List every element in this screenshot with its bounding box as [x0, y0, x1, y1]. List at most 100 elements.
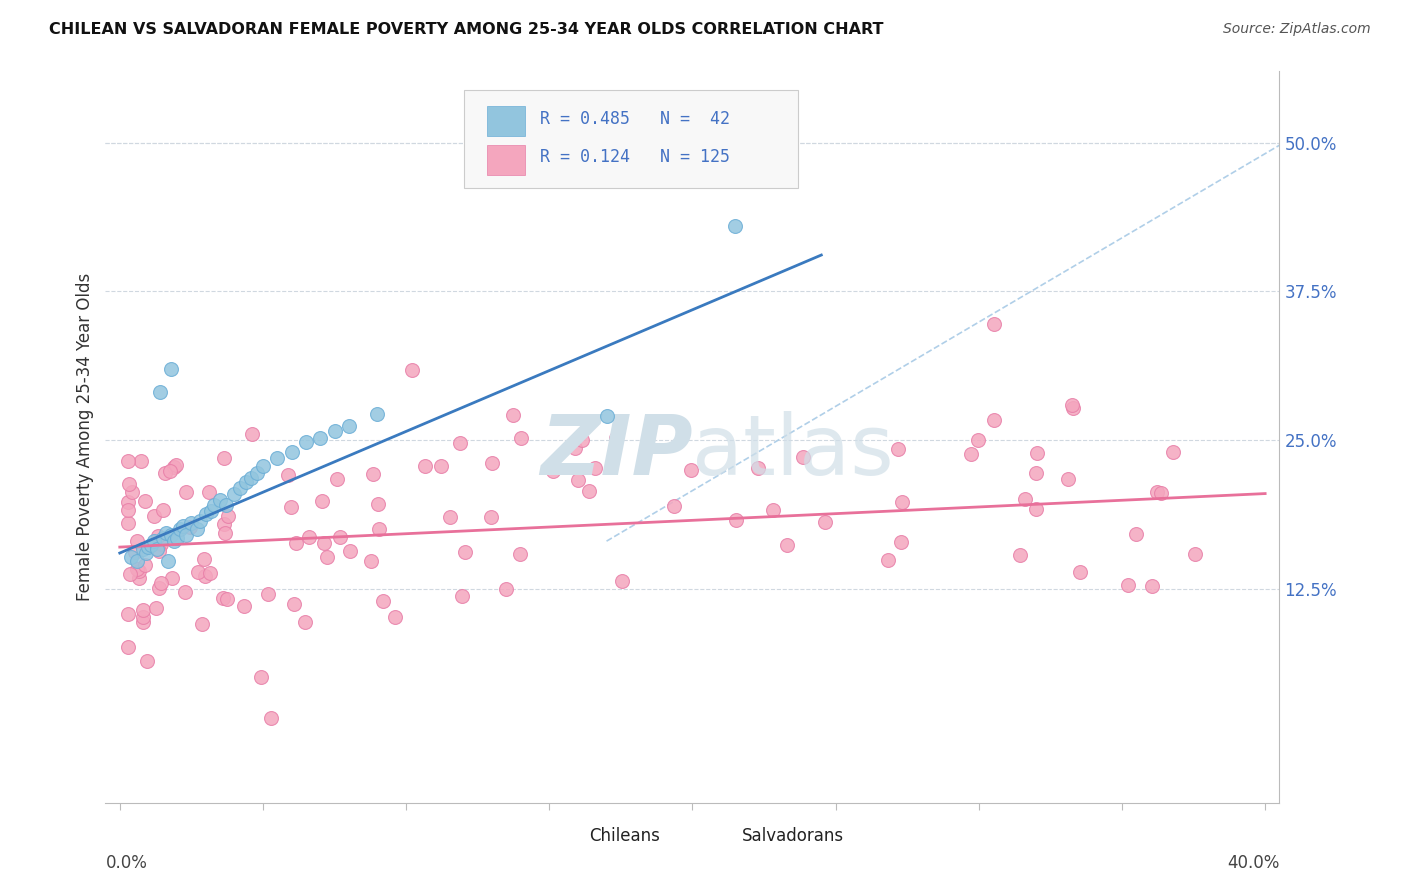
Point [148, 543, 170, 558]
Point [1014, 491, 1036, 506]
Point [583, 461, 606, 475]
Point [315, 549, 337, 564]
Point [277, 468, 299, 483]
Point [127, 533, 149, 548]
Point [284, 536, 307, 550]
Point [240, 426, 263, 441]
Point [143, 508, 166, 523]
Point [212, 450, 235, 465]
Point [143, 534, 166, 549]
Point [145, 600, 167, 615]
Point [368, 522, 391, 536]
Point [148, 582, 170, 596]
Text: CHILEAN VS SALVADORAN FEMALE POVERTY AMONG 25-34 YEAR OLDS CORRELATION CHART: CHILEAN VS SALVADORAN FEMALE POVERTY AMO… [49, 22, 884, 37]
Point [187, 566, 209, 580]
Point [612, 574, 634, 588]
Point [186, 522, 208, 536]
Point [1025, 445, 1047, 459]
Point [792, 450, 814, 464]
Point [876, 552, 898, 566]
Point [193, 551, 215, 566]
Point [564, 441, 586, 455]
Text: Source: ZipAtlas.com: Source: ZipAtlas.com [1223, 22, 1371, 37]
Point [125, 554, 148, 568]
Point [194, 507, 217, 521]
Point [157, 554, 180, 568]
Point [360, 554, 382, 568]
Point [311, 494, 333, 508]
Point [188, 514, 211, 528]
Text: Chileans: Chileans [589, 827, 659, 845]
Point [367, 497, 389, 511]
Point [1069, 565, 1091, 579]
Point [724, 219, 747, 233]
Point [200, 504, 222, 518]
Point [1116, 578, 1139, 592]
Point [117, 640, 139, 654]
FancyBboxPatch shape [550, 823, 579, 848]
Point [1150, 486, 1173, 500]
Point [149, 385, 172, 400]
Point [1161, 444, 1184, 458]
Point [121, 485, 143, 500]
Point [159, 464, 181, 478]
Point [776, 537, 799, 551]
Point [543, 464, 565, 478]
Point [215, 592, 238, 607]
Point [202, 499, 225, 513]
Point [194, 569, 217, 583]
Point [163, 534, 186, 549]
Point [173, 585, 195, 599]
Point [179, 520, 201, 534]
Point [298, 530, 321, 544]
Point [1062, 401, 1084, 416]
Point [337, 418, 360, 433]
Point [1140, 579, 1163, 593]
Point [339, 543, 361, 558]
Point [117, 607, 139, 622]
Point [567, 474, 589, 488]
Point [578, 484, 600, 499]
Point [214, 525, 236, 540]
Point [401, 363, 423, 377]
Point [191, 616, 214, 631]
Point [329, 530, 352, 544]
Point [983, 317, 1005, 331]
Point [314, 535, 336, 549]
Point [814, 515, 837, 529]
Point [174, 528, 197, 542]
Point [146, 529, 169, 543]
Point [1062, 398, 1084, 412]
Point [174, 485, 197, 500]
Point [124, 544, 146, 558]
Point [155, 525, 177, 540]
Point [129, 454, 152, 468]
Point [117, 503, 139, 517]
Point [214, 517, 236, 532]
Point [198, 485, 221, 500]
Point [595, 409, 617, 424]
Point [664, 500, 686, 514]
Point [890, 535, 912, 549]
Point [439, 510, 461, 524]
Point [280, 445, 302, 459]
Point [1057, 472, 1080, 486]
Text: 0.0%: 0.0% [105, 854, 148, 872]
Point [960, 447, 983, 461]
Point [479, 509, 502, 524]
Point [323, 424, 346, 438]
Point [229, 481, 252, 495]
Point [117, 476, 139, 491]
Point [451, 589, 474, 603]
Text: R = 0.485   N =  42: R = 0.485 N = 42 [540, 110, 730, 128]
Point [295, 435, 318, 450]
Point [326, 472, 349, 486]
Point [762, 502, 785, 516]
Point [152, 503, 174, 517]
Point [172, 518, 194, 533]
Point [166, 531, 188, 545]
Point [141, 538, 163, 552]
Point [510, 431, 533, 445]
Point [135, 546, 157, 560]
Point [605, 431, 627, 445]
